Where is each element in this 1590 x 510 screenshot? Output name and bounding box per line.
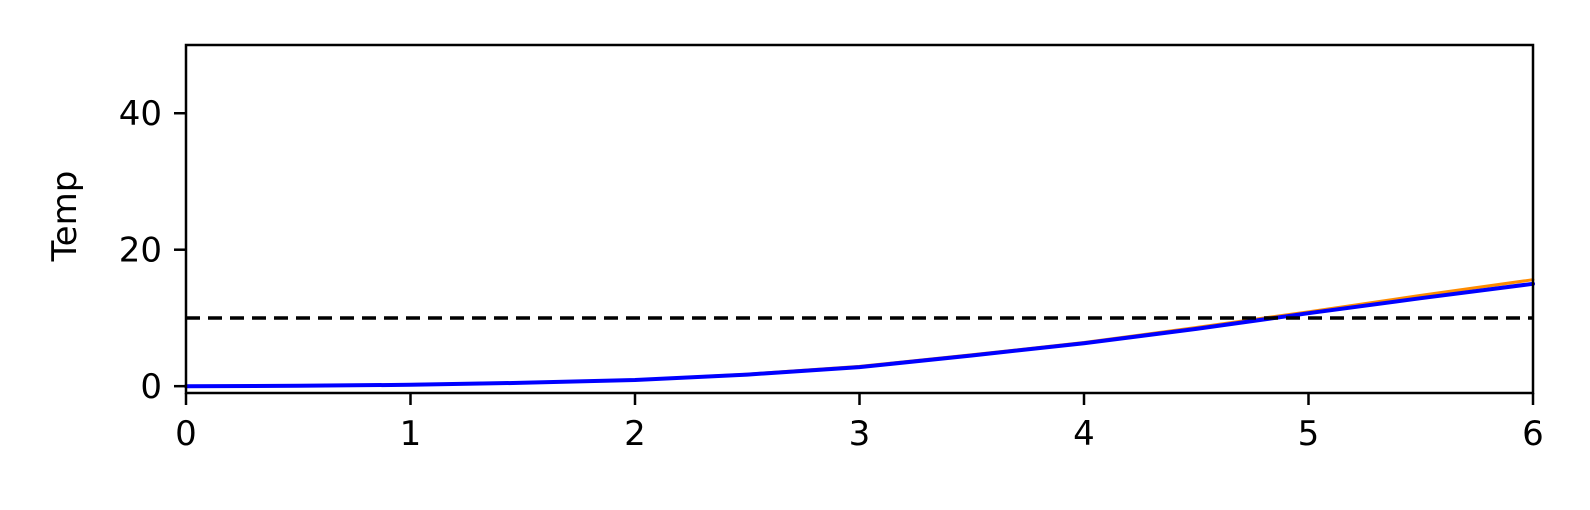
x-tick-label: 4 xyxy=(1073,414,1095,454)
plot-frame xyxy=(184,43,1535,395)
x-tick-label: 6 xyxy=(1522,414,1544,454)
x-tick-label: 0 xyxy=(175,414,197,454)
y-tick-label: 40 xyxy=(119,94,162,134)
y-tick-label: 0 xyxy=(140,367,162,407)
series-layer xyxy=(184,278,1535,389)
y-axis-title: Temp xyxy=(45,171,85,263)
series-line-2 xyxy=(184,281,1535,389)
x-tick-label: 2 xyxy=(624,414,646,454)
y-axis: 0 20 40 xyxy=(119,94,186,407)
x-tick-label: 3 xyxy=(849,414,871,454)
y-tick-label: 20 xyxy=(119,231,162,271)
x-tick-label: 1 xyxy=(400,414,422,454)
series-line-1 xyxy=(184,278,1535,388)
x-tick-label: 5 xyxy=(1298,414,1320,454)
x-axis: 0 1 2 3 4 5 6 xyxy=(175,393,1544,454)
